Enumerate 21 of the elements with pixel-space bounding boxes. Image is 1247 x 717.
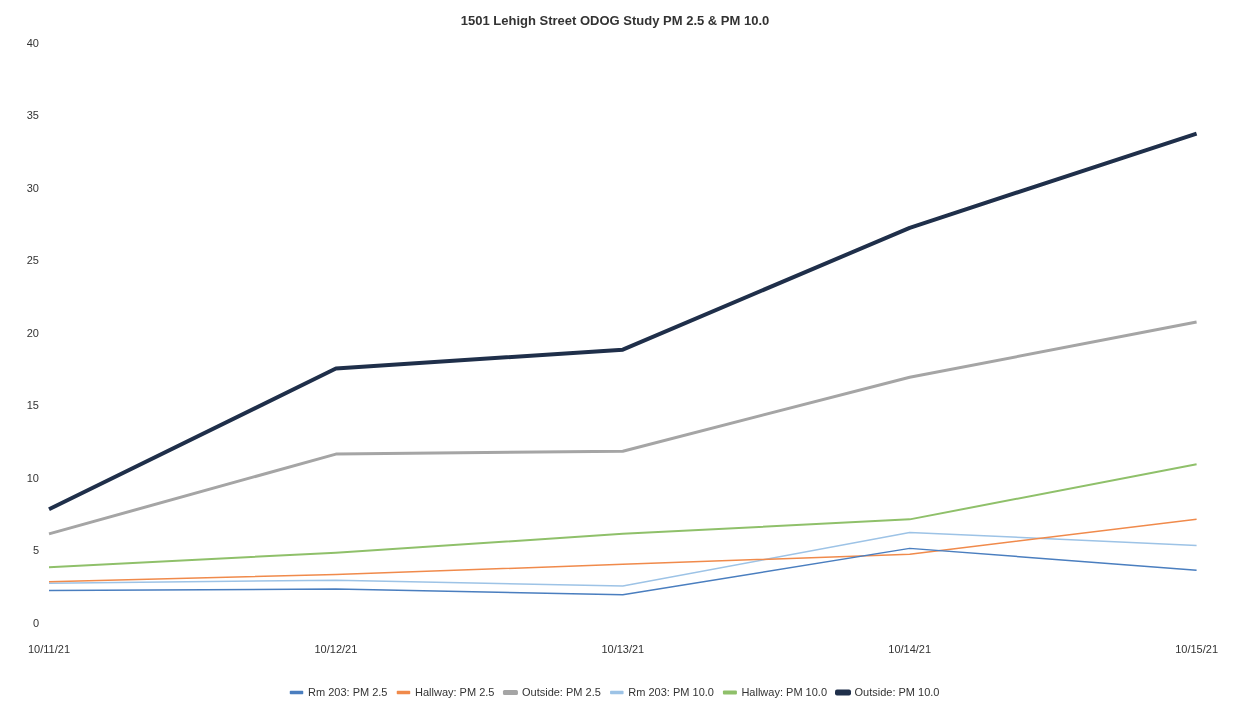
legend-label: Rm 203: PM 2.5 <box>308 685 388 698</box>
legend-label: Outside: PM 2.5 <box>521 685 601 698</box>
legend-label: Outside: PM 10.0 <box>854 685 940 698</box>
y-tick-label: 15 <box>26 399 39 412</box>
x-tick-label: 10/11/21 <box>27 643 71 656</box>
x-tick-label: 10/13/21 <box>601 643 645 656</box>
y-tick-label: 40 <box>26 36 39 49</box>
y-tick-label: 35 <box>26 109 39 122</box>
legend-label: Rm 203: PM 10.0 <box>628 685 714 698</box>
y-tick-label: 5 <box>32 544 39 557</box>
legend-label: Hallway: PM 10.0 <box>741 685 828 698</box>
x-tick-label: 10/15/21 <box>1175 643 1218 656</box>
x-tick-label: 10/12/21 <box>314 643 358 656</box>
x-tick-label: 10/14/21 <box>888 643 932 656</box>
legend-label: Hallway: PM 2.5 <box>414 685 495 698</box>
y-tick-label: 0 <box>32 616 39 629</box>
y-tick-label: 25 <box>26 254 39 267</box>
y-tick-label: 20 <box>26 326 39 339</box>
y-tick-label: 10 <box>26 471 39 484</box>
y-tick-label: 30 <box>26 181 39 194</box>
chart-title: 1501 Lehigh Street ODOG Study PM 2.5 & PM 10.0 <box>460 13 770 29</box>
